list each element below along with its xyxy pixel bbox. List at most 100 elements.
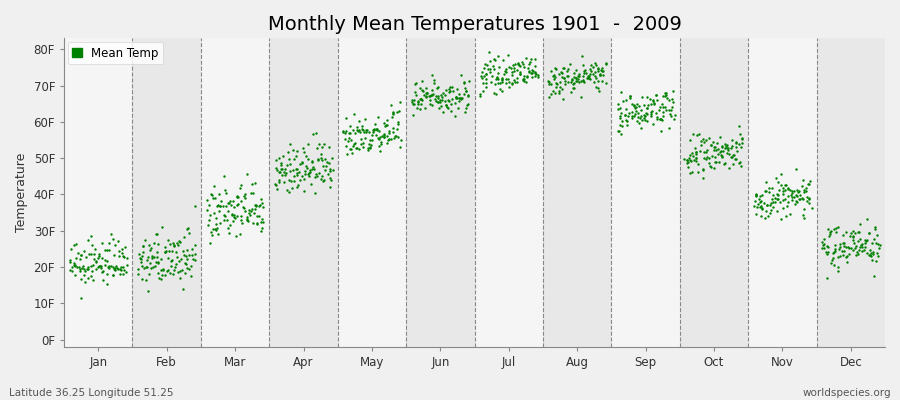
Point	[268, 180, 283, 187]
Point	[112, 248, 126, 255]
Point	[610, 101, 625, 108]
Point	[355, 125, 369, 132]
Point	[734, 140, 749, 146]
Point	[617, 112, 632, 119]
Point	[392, 99, 407, 106]
Point	[475, 80, 490, 86]
Point	[163, 270, 177, 276]
Point	[714, 147, 728, 154]
Point	[783, 210, 797, 217]
Point	[217, 217, 231, 224]
Point	[409, 80, 423, 86]
Point	[556, 65, 571, 71]
Point	[428, 96, 442, 102]
Point	[121, 262, 135, 268]
Point	[491, 75, 505, 82]
Point	[581, 73, 596, 80]
Point	[219, 190, 233, 196]
Point	[622, 94, 636, 101]
Point	[148, 231, 163, 237]
Point	[550, 80, 564, 87]
Point	[155, 272, 169, 278]
Point	[549, 84, 563, 90]
Point	[342, 134, 356, 141]
Point	[405, 99, 419, 106]
Point	[174, 268, 188, 274]
Point	[854, 242, 868, 248]
Point	[478, 60, 492, 67]
Point	[510, 67, 525, 73]
Point	[865, 240, 879, 246]
Point	[314, 176, 328, 182]
Point	[117, 267, 131, 273]
Point	[174, 275, 188, 281]
Point	[796, 212, 810, 218]
Point	[435, 93, 449, 100]
Point	[210, 203, 224, 210]
Point	[572, 73, 586, 79]
Point	[425, 86, 439, 93]
Point	[458, 85, 473, 91]
Point	[791, 196, 806, 202]
Point	[78, 279, 93, 286]
Point	[855, 244, 869, 250]
Point	[653, 104, 668, 110]
Point	[552, 89, 566, 96]
Point	[770, 191, 784, 197]
Point	[365, 129, 380, 135]
Point	[120, 269, 134, 275]
Point	[149, 249, 164, 255]
Point	[416, 88, 430, 94]
Point	[706, 165, 721, 171]
Y-axis label: Temperature: Temperature	[15, 153, 28, 232]
Point	[640, 105, 654, 112]
Point	[149, 231, 164, 238]
Point	[482, 49, 497, 56]
Point	[547, 72, 562, 78]
Point	[658, 90, 672, 96]
Point	[734, 131, 748, 137]
Point	[93, 263, 107, 269]
Point	[683, 152, 698, 158]
Point	[322, 168, 337, 174]
Point	[255, 200, 269, 207]
Point	[303, 167, 318, 173]
Point	[618, 96, 633, 103]
Point	[748, 198, 762, 204]
Point	[289, 165, 303, 172]
Point	[151, 259, 166, 266]
Point	[134, 262, 148, 269]
Point	[489, 91, 503, 98]
Point	[238, 208, 252, 214]
Point	[627, 110, 642, 117]
Point	[292, 177, 307, 183]
Point	[772, 199, 787, 205]
Point	[143, 260, 157, 266]
Point	[357, 129, 372, 136]
Point	[350, 124, 365, 130]
Point	[424, 91, 438, 98]
Point	[272, 177, 286, 183]
Point	[177, 234, 192, 240]
Point	[499, 80, 513, 86]
Point	[692, 130, 706, 137]
Point	[325, 155, 339, 161]
Point	[158, 248, 173, 254]
Bar	[132, 38, 201, 347]
Point	[358, 116, 373, 122]
Point	[715, 144, 729, 150]
Point	[589, 75, 603, 82]
Point	[442, 98, 456, 104]
Point	[313, 154, 328, 161]
Point	[587, 79, 601, 86]
Point	[831, 254, 845, 261]
Point	[312, 141, 327, 148]
Point	[634, 125, 648, 131]
Point	[419, 84, 434, 91]
Point	[132, 255, 147, 262]
Point	[220, 208, 235, 214]
Point	[844, 245, 859, 251]
Point	[790, 189, 805, 196]
Point	[374, 132, 389, 139]
Point	[858, 244, 872, 250]
